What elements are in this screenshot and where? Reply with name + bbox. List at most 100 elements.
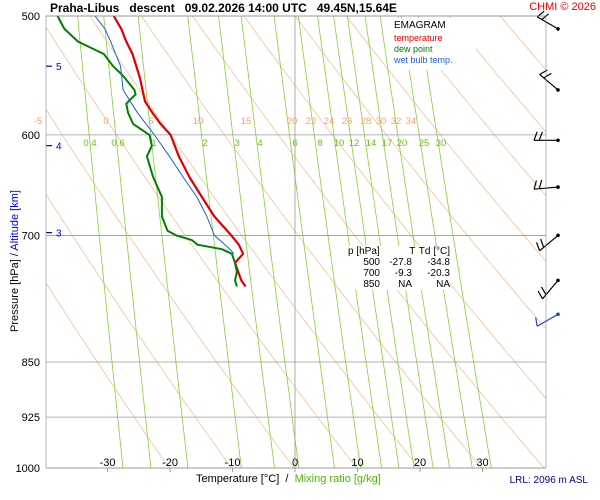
- mixing-ratio-label: 6: [292, 138, 297, 149]
- copyright[interactable]: CHMI © 2026: [529, 1, 596, 13]
- y-axis-pressure-label: Pressure [hPa]: [9, 259, 21, 332]
- mixing-ratio-label: 17: [382, 138, 393, 149]
- table-cell: 700: [363, 268, 380, 279]
- mixing-ratio-line: [137, 16, 189, 468]
- legend-title: EMAGRAM: [394, 20, 446, 31]
- dew-point-line: [56, 16, 238, 287]
- y-axis-label: Pressure [hPa] / Altitude [km]: [9, 176, 21, 346]
- table-cell: -34.8: [427, 257, 450, 268]
- dry-adiabat: [294, 16, 546, 330]
- mixing-ratio-line: [103, 16, 152, 468]
- table-cell: 500: [363, 257, 380, 268]
- dry-adiabat: [552, 16, 600, 468]
- table-cell: -9.3: [394, 268, 412, 279]
- table-header: p [hPa]: [348, 246, 380, 257]
- x-tick-label: -20: [162, 457, 178, 469]
- dry-adiabat-label: 28: [361, 116, 372, 127]
- legend: EMAGRAM temperature dew point wet bulb t…: [390, 18, 476, 70]
- mixing-ratio-line: [218, 16, 275, 468]
- mixing-ratio-line: [333, 16, 400, 468]
- dry-adiabat: [46, 108, 295, 468]
- mixing-ratio-label: 0.4: [83, 138, 96, 149]
- wind-barb-station: [556, 138, 560, 143]
- mixing-ratio-label: 4: [257, 138, 262, 149]
- wind-barb: [535, 233, 560, 252]
- wind-barb-feather: [537, 290, 544, 300]
- dry-adiabat: [46, 26, 357, 468]
- mixing-ratio-label: 20: [397, 138, 408, 149]
- altitude-label: 5: [56, 62, 62, 73]
- dry-adiabat-label: 5: [148, 116, 153, 127]
- dry-adiabat: [243, 16, 546, 400]
- mixing-ratio-line: [400, 16, 473, 468]
- x-axis-temp-label: Temperature [°C]: [196, 473, 280, 485]
- wind-barb-feather: [533, 180, 538, 190]
- x-tick-label: 20: [414, 457, 426, 469]
- table-header-row: p [hPa] T Td [°C]: [344, 246, 450, 257]
- x-tick-label: 30: [476, 457, 488, 469]
- dry-adiabat-label: 15: [241, 116, 252, 127]
- dry-adiabat: [346, 16, 546, 262]
- wind-barb-station: [556, 88, 560, 92]
- wind-barb-station: [556, 27, 560, 31]
- mixing-ratio-line: [187, 16, 242, 468]
- sounding-coords: 49.45N,15.64E: [316, 1, 397, 15]
- mixing-ratio-label: 1: [151, 138, 156, 149]
- wind-barb-staff: [539, 234, 559, 252]
- wind-barb-staff: [539, 74, 559, 91]
- y-axis-altitude-label: Altitude [km]: [9, 190, 21, 251]
- wind-barb-feather: [533, 131, 538, 141]
- wind-barb: [533, 179, 560, 190]
- mixing-ratio-line: [379, 16, 450, 468]
- table-cell: NA: [398, 279, 412, 290]
- wind-barb-staff: [542, 280, 559, 300]
- dry-adiabat-label: -5: [34, 116, 42, 127]
- table-row: 850 NA NA: [344, 279, 450, 290]
- y-tick-label: 500: [22, 11, 40, 23]
- dry-adiabat-label: 10: [193, 116, 204, 127]
- mixing-ratio-line: [347, 16, 415, 468]
- wind-barb-feather: [538, 179, 543, 189]
- dry-adiabat-label: 20: [287, 116, 298, 127]
- wind-barb-feather: [538, 131, 543, 141]
- sounding-table: p [hPa] T Td [°C] 500 -27.8 -34.8 700 -9…: [344, 246, 450, 290]
- mixing-ratio-label: 0.6: [111, 138, 124, 149]
- table-header: T: [409, 246, 416, 257]
- dry-adiabat-label: 32: [391, 116, 402, 127]
- wind-barb-feather: [535, 242, 541, 252]
- dry-adiabat: [397, 16, 546, 197]
- y-axis-separator: /: [9, 253, 21, 257]
- table-header: Td [°C]: [418, 246, 450, 257]
- x-axis-mixing-label: Mixing ratio [g/kg]: [294, 473, 381, 485]
- x-axis-label: Temperature [°C] / Mixing ratio [g/kg]: [196, 473, 381, 485]
- chart-title: Praha-Libus descent 09.02.2026 14:00 UTC…: [50, 1, 397, 15]
- table-cell: 850: [363, 279, 380, 290]
- wind-barb: [533, 131, 560, 143]
- legend-temperature: temperature: [394, 33, 443, 43]
- mixing-ratio-label: 12: [349, 138, 360, 149]
- sounding-datetime: 09.02.2026 14:00 UTC: [184, 1, 307, 15]
- dry-adiabat-label: 24: [324, 116, 335, 127]
- mixing-ratio-label: 30: [436, 138, 447, 149]
- wind-barb: [537, 278, 560, 300]
- dry-adiabat: [192, 16, 545, 468]
- lrl-label: LRL: 2096 m ASL: [509, 475, 588, 486]
- mixing-ratio-line: [297, 16, 362, 468]
- dry-adiabat-label: 0: [103, 116, 108, 127]
- wind-barb-feather: [540, 286, 547, 296]
- altitude-label: 4: [56, 142, 62, 153]
- dry-adiabat: [89, 16, 420, 468]
- table-cell: -27.8: [389, 257, 412, 268]
- mixing-ratio-label: 3: [234, 138, 239, 149]
- mixing-ratio-label: 10: [334, 138, 345, 149]
- dry-adiabat: [46, 193, 232, 468]
- mixing-ratio-label: 25: [419, 138, 430, 149]
- wind-barb: [539, 69, 560, 92]
- wind-barb-feather: [541, 13, 550, 21]
- wind-barb-feather: [535, 317, 538, 327]
- wind-barb-feather: [543, 72, 552, 79]
- wind-barb: [535, 312, 560, 327]
- x-tick-label: 0: [292, 457, 298, 469]
- table-cell: -20.3: [427, 268, 450, 279]
- table-row: 700 -9.3 -20.3: [344, 268, 450, 279]
